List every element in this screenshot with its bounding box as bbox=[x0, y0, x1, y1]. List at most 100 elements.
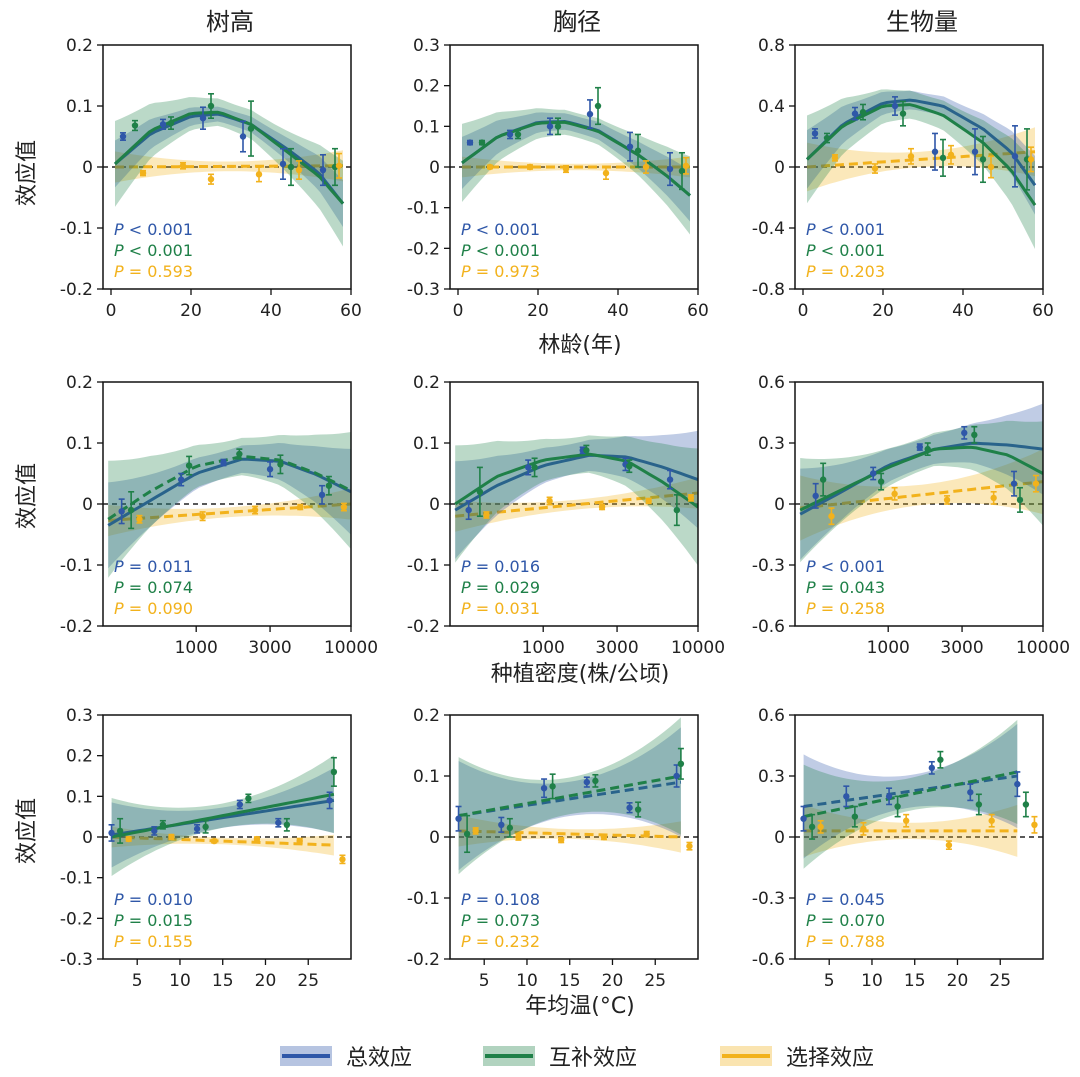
x-tick-label: 20 bbox=[947, 971, 969, 991]
data-point bbox=[871, 165, 879, 172]
legend-swatch-selection bbox=[720, 1046, 772, 1066]
data-point bbox=[869, 470, 877, 477]
data-point bbox=[118, 508, 125, 515]
panel-r3c1: -0.3 -0.2 -0.1 0 0.1 0.2 0.3 5 10 15 20 25 P = 0.010… bbox=[60, 706, 352, 991]
data-point bbox=[295, 166, 303, 174]
x-tick-label: 40 bbox=[260, 301, 282, 321]
data-point bbox=[894, 803, 901, 810]
p-value-label: P = 0.031 bbox=[461, 599, 540, 618]
data-point bbox=[335, 162, 343, 169]
data-point bbox=[168, 833, 175, 841]
data-point bbox=[202, 823, 209, 831]
x-tick-label: 25 bbox=[644, 971, 666, 991]
legend-label-total: 总效应 bbox=[346, 1046, 413, 1071]
data-point bbox=[506, 131, 514, 138]
y-tick-label: 0.1 bbox=[413, 117, 440, 137]
y-tick-label: 0.1 bbox=[413, 767, 440, 787]
x-tick-label: 20 bbox=[180, 301, 202, 321]
p-value-label: P = 0.074 bbox=[114, 578, 193, 597]
data-point bbox=[116, 827, 124, 835]
data-point bbox=[891, 490, 898, 498]
fit-line-1 bbox=[805, 103, 1037, 206]
x-tick-label: 1000 bbox=[522, 638, 565, 658]
y-tick-label: -0.2 bbox=[407, 950, 440, 970]
y-tick-label: 0 bbox=[774, 495, 785, 515]
panel-r3c3: -0.6 -0.3 0 0.3 0.6 5 10 15 20 25 P = 0.045 P = 0.0… bbox=[752, 706, 1044, 991]
confidence-band-2 bbox=[800, 449, 1043, 541]
confidence-band-0 bbox=[807, 90, 1035, 215]
y-tick-label: 0 bbox=[82, 158, 93, 178]
y-tick-label: 0 bbox=[429, 158, 440, 178]
data-point bbox=[514, 131, 522, 138]
x-tick-label: 25 bbox=[297, 971, 319, 991]
y-tick-label: 0.1 bbox=[66, 97, 93, 117]
data-point bbox=[515, 833, 522, 841]
data-point bbox=[207, 176, 215, 183]
panel-r1c3: -0.8 -0.4 0 0.4 0.8 0 20 40 60 P < 0.001 P < 0.001… bbox=[752, 36, 1054, 321]
data-point bbox=[947, 151, 955, 158]
x-axis-label-row1: 林龄(年) bbox=[538, 333, 622, 358]
data-point bbox=[239, 133, 247, 140]
data-point bbox=[498, 821, 505, 828]
data-point bbox=[626, 462, 633, 470]
y-tick-label: 0.1 bbox=[413, 434, 440, 454]
data-point bbox=[319, 166, 327, 174]
data-point bbox=[987, 163, 995, 171]
p-value-label: P = 0.258 bbox=[806, 599, 885, 618]
y-tick-label: 0.2 bbox=[66, 36, 93, 56]
y-tick-label: 0 bbox=[82, 828, 93, 848]
x-tick-label: 15 bbox=[559, 971, 581, 991]
p-value-label: P < 0.001 bbox=[461, 220, 540, 239]
x-tick-label: 10 bbox=[169, 971, 191, 991]
data-point bbox=[220, 459, 227, 466]
data-point bbox=[266, 466, 274, 473]
data-point bbox=[851, 110, 859, 117]
p-value-label: P = 0.108 bbox=[461, 890, 540, 909]
fit-line-0 bbox=[803, 774, 1018, 808]
data-point bbox=[634, 806, 642, 813]
x-tick-label: 60 bbox=[340, 301, 362, 321]
data-point bbox=[823, 134, 831, 142]
data-point bbox=[179, 162, 187, 169]
x-tick-label: 20 bbox=[527, 301, 549, 321]
column-title-dbh: 胸径 bbox=[553, 8, 601, 36]
p-value-label: P = 0.016 bbox=[461, 557, 540, 576]
p-value-label: P < 0.001 bbox=[114, 241, 193, 260]
data-point bbox=[928, 764, 936, 772]
panel-r2c3: -0.6 -0.3 0 0.3 0.6 1000 3000 10000 P < 0.001 P =… bbox=[752, 373, 1070, 658]
x-tick-label: 5 bbox=[132, 971, 143, 991]
data-point bbox=[666, 476, 674, 483]
data-point bbox=[540, 785, 548, 792]
x-tick-label: 3000 bbox=[248, 638, 291, 658]
plot-area bbox=[450, 717, 698, 875]
data-point bbox=[1022, 801, 1030, 808]
data-point bbox=[1011, 153, 1019, 160]
x-tick-label: 1000 bbox=[175, 638, 218, 658]
y-tick-label: -0.2 bbox=[407, 239, 440, 259]
y-tick-label: 0.1 bbox=[66, 434, 93, 454]
data-point bbox=[151, 827, 158, 835]
data-point bbox=[645, 497, 652, 505]
data-point bbox=[325, 482, 333, 489]
data-point bbox=[1027, 156, 1035, 163]
data-point bbox=[159, 121, 167, 128]
y-tick-label: -0.3 bbox=[407, 280, 440, 300]
data-point bbox=[899, 110, 907, 117]
y-tick-label: -0.8 bbox=[752, 280, 785, 300]
x-axis-label-row2: 种植密度(株/公顷) bbox=[490, 662, 670, 687]
data-point bbox=[478, 139, 486, 146]
data-point bbox=[626, 804, 633, 811]
confidence-band-1 bbox=[462, 108, 690, 235]
x-tick-label: 5 bbox=[824, 971, 835, 991]
legend: 总效应 互补效应 选择效应 bbox=[0, 1038, 1080, 1074]
data-point bbox=[236, 450, 243, 458]
plot-area bbox=[450, 430, 698, 566]
data-point bbox=[193, 825, 201, 833]
y-tick-label: -0.2 bbox=[60, 280, 93, 300]
data-point bbox=[945, 841, 953, 849]
data-point bbox=[902, 817, 910, 824]
y-tick-label: -0.1 bbox=[407, 889, 440, 909]
p-value-label: P = 0.043 bbox=[806, 578, 885, 597]
data-point bbox=[939, 154, 947, 162]
data-point bbox=[819, 476, 827, 483]
